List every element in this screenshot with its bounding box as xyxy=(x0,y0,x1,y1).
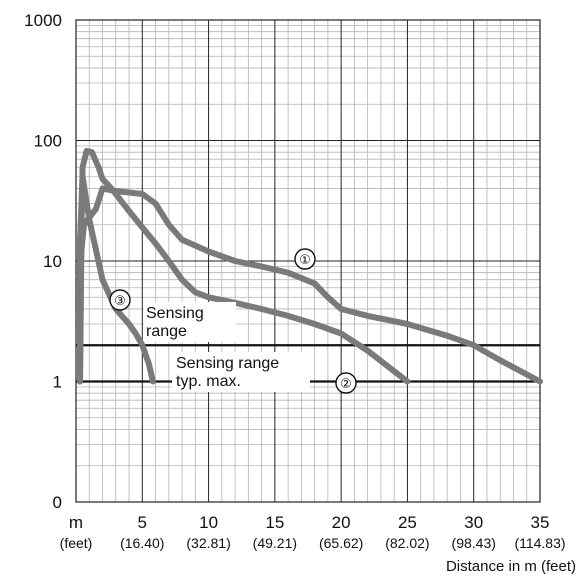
x-tick-sublabel: (feet) xyxy=(60,535,93,551)
tick-labels: 0 1 10 100 1000 m (feet) 5 (16.40) 10 (32.81) 15 (49… xyxy=(24,11,565,551)
x-tick-sublabel: (49.21) xyxy=(253,535,297,551)
series-line-2 xyxy=(77,147,411,385)
sensing-range-typmax-label-bg xyxy=(172,352,310,392)
series-marker-3: ③ xyxy=(109,289,131,311)
y-tick-label: 0 xyxy=(53,493,62,512)
y-tick-label: 1000 xyxy=(24,11,62,30)
x-tick-label: 35 xyxy=(531,513,550,532)
sensing-range-typmax-label-line1: Sensing range xyxy=(176,355,279,372)
series-marker-1: ① xyxy=(294,248,316,270)
x-tick-sublabel: (32.81) xyxy=(186,535,230,551)
y-tick-label: 10 xyxy=(43,252,62,271)
x-tick-label: 25 xyxy=(398,513,417,532)
x-axis-title: Distance in m (feet) xyxy=(446,558,576,575)
sensing-range-label-bg xyxy=(144,302,236,342)
svg-text:②: ② xyxy=(340,377,352,392)
x-tick-label: 30 xyxy=(464,513,483,532)
sensing-range-label-line2: range xyxy=(146,323,187,340)
x-tick-sublabel: (114.83) xyxy=(514,535,565,551)
x-tick-sublabel: (16.40) xyxy=(120,535,164,551)
grid-major xyxy=(75,19,541,503)
series-line-1 xyxy=(77,185,543,385)
series-marker-2: ② xyxy=(335,372,357,394)
x-tick-sublabel: (82.02) xyxy=(385,535,429,551)
x-tick-label: 15 xyxy=(265,513,284,532)
annotations: Sensing range Sensing range typ. max. ① … xyxy=(109,248,357,394)
sensing-range-label-line1: Sensing xyxy=(146,305,204,322)
x-tick-label: 5 xyxy=(138,513,147,532)
x-tick-label: 20 xyxy=(332,513,351,532)
x-tick-label: 10 xyxy=(199,513,218,532)
x-tick-label: m xyxy=(69,513,83,532)
plot-frame xyxy=(75,19,541,503)
x-tick-sublabel: (98.43) xyxy=(452,535,496,551)
y-tick-label: 1 xyxy=(53,373,62,392)
sensing-range-typmax-label-line2: typ. max. xyxy=(176,373,241,390)
svg-text:③: ③ xyxy=(114,294,126,309)
svg-text:①: ① xyxy=(299,253,311,268)
y-tick-label: 100 xyxy=(34,132,62,151)
x-tick-sublabel: (65.62) xyxy=(319,535,363,551)
